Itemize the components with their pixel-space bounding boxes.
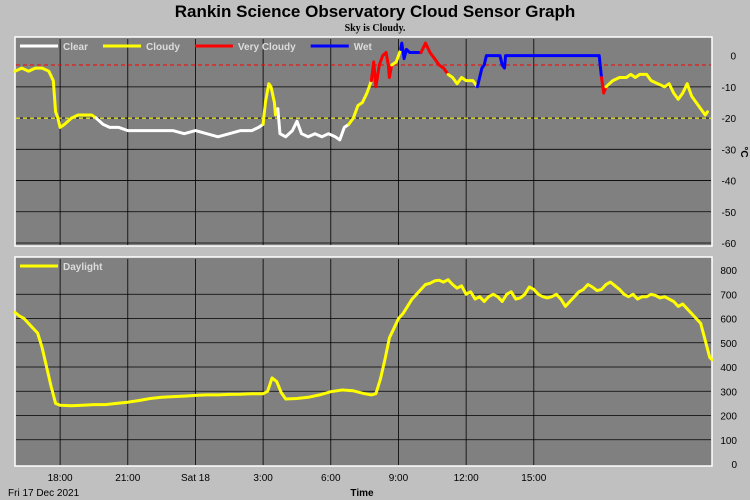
chart-title: Rankin Science Observatory Cloud Sensor …	[175, 2, 576, 21]
legend-label: Daylight	[63, 262, 103, 273]
series-line-wet	[475, 54, 603, 89]
top-y-tick-label: -50	[722, 208, 737, 219]
series-line-very-cloudy	[419, 41, 450, 76]
bottom-y-tick-label: 600	[720, 315, 737, 326]
x-tick-label: 18:00	[48, 473, 73, 484]
bottom-legend: Daylight	[20, 262, 103, 273]
top-y-tick-label: -20	[722, 114, 737, 125]
top-y-axis-label: °C	[738, 146, 749, 157]
series-line-very-cloudy	[600, 76, 608, 95]
x-axis-title: Time	[350, 488, 374, 499]
series-line-cloudy	[446, 72, 479, 89]
top-panel-frame	[14, 36, 713, 247]
series-line-cloudy	[261, 82, 280, 126]
x-tick-label: 21:00	[115, 473, 140, 484]
bottom-y-tick-label: 500	[720, 339, 737, 350]
bottom-y-tick-label: 700	[720, 290, 737, 301]
top-y-tick-label: -10	[722, 83, 737, 94]
series-line-clear	[94, 116, 265, 139]
top-y-tick-label: -40	[722, 177, 737, 188]
legend-label: Clear	[63, 42, 88, 53]
series-line-wet	[399, 41, 423, 61]
chart-subtitle: Sky is Cloudy.	[345, 23, 406, 34]
series-line-daylight	[13, 278, 714, 408]
top-y-tick-label: -60	[722, 239, 737, 250]
bottom-y-tick-label: 800	[720, 266, 737, 277]
x-tick-label: 12:00	[454, 473, 479, 484]
x-tick-label: 3:00	[253, 473, 273, 484]
top-y-tick-label: 0	[730, 52, 736, 63]
bottom-y-tick-label: 200	[720, 412, 737, 423]
cloud-temperature-panel: Clear Cloudy Very Cloudy Wet 0 -10 -20 -30 -40 -…	[13, 36, 749, 250]
bottom-y-tick-label: 300	[720, 387, 737, 398]
x-start-label: Fri 17 Dec 2021	[8, 488, 80, 499]
series-line-cloudy	[347, 79, 373, 126]
legend-label: Wet	[354, 42, 373, 53]
series-line-cloudy	[390, 47, 403, 67]
top-legend: Clear Cloudy Very Cloudy Wet	[20, 42, 373, 53]
bottom-y-tick-label: 0	[731, 460, 737, 471]
x-tick-label: Sat 18	[181, 473, 210, 484]
bottom-y-tick-label: 400	[720, 363, 737, 374]
bottom-y-tick-label: 100	[720, 436, 737, 447]
series-line-cloudy	[13, 66, 98, 129]
legend-label: Cloudy	[146, 42, 180, 53]
series-line-very-cloudy	[369, 51, 394, 89]
legend-label: Very Cloudy	[238, 42, 296, 53]
top-y-tick-label: -30	[722, 145, 737, 156]
daylight-panel: Daylight 0 100 200 300 400 500 600 700 800	[13, 256, 737, 471]
x-tick-label: 6:00	[321, 473, 341, 484]
x-tick-label: 15:00	[521, 473, 546, 484]
series-line-cloudy	[604, 72, 709, 117]
series-line-clear	[276, 107, 351, 142]
bottom-panel-frame	[14, 256, 713, 467]
x-tick-label: 9:00	[389, 473, 409, 484]
